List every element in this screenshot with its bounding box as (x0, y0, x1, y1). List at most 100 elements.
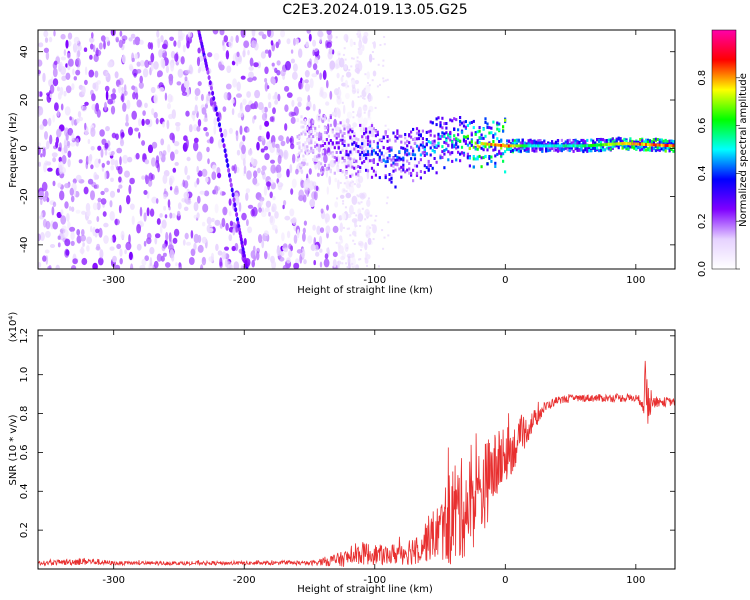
spectrogram-cell (517, 149, 520, 153)
spectrogram-cell (304, 141, 307, 145)
spectrogram-cell (351, 130, 354, 134)
spectrogram-cell (664, 143, 667, 147)
spectrogram-cell (39, 232, 45, 241)
spectrogram-cell (494, 145, 497, 149)
spectrogram-cell (58, 164, 63, 175)
spectrogram-cell (339, 222, 343, 233)
spectrogram-cell (300, 149, 303, 153)
spectrogram-cell (582, 150, 585, 154)
spectrogram-cell (125, 241, 132, 251)
spectrogram-cell (252, 177, 258, 185)
spectrogram-cell (464, 135, 467, 139)
spectrogram-cell (656, 146, 659, 150)
spectrogram-cell (646, 148, 650, 152)
spectrogram-cell (429, 153, 432, 157)
spectrogram-cell (183, 180, 189, 189)
spectrogram-cell (131, 110, 137, 120)
spectrogram-cell (385, 157, 387, 160)
spectrogram-cell (201, 256, 207, 266)
spectrogram-cell (643, 142, 646, 146)
spectrogram-cell (304, 122, 307, 126)
spectrogram-cell (376, 145, 379, 149)
spectrogram-cell (415, 174, 419, 177)
spectrogram-cell (320, 132, 323, 136)
spectrogram-cell (370, 175, 374, 179)
spectrogram-cell (568, 138, 571, 142)
spectrogram-cell (270, 255, 275, 264)
spectrogram-streak-cell (206, 69, 210, 75)
spectrogram-cell (302, 130, 305, 134)
spectrogram-cell (441, 116, 444, 120)
spectrogram-cell (185, 110, 190, 117)
spectrogram-cell (355, 159, 358, 163)
spectrogram-cell (498, 140, 501, 143)
spectrogram-cell (355, 225, 358, 227)
spectrogram-cell (374, 134, 377, 138)
spectrogram-cell (87, 155, 92, 165)
spectrogram-cell (123, 84, 127, 92)
spectrogram-cell (66, 213, 70, 222)
spectrogram-streak-cell (233, 202, 237, 208)
spectrogram-cell (668, 139, 671, 143)
spectrogram-cell (197, 119, 202, 127)
spectrogram-cell (40, 198, 43, 205)
spectrogram-cell (66, 52, 71, 59)
spectrogram-cell (378, 138, 381, 142)
snr-xtick-label: 100 (626, 575, 645, 586)
spectrogram-cell (472, 145, 475, 149)
spectrogram-cell (529, 138, 532, 142)
spectrogram-cell (464, 125, 467, 129)
spectrogram-cell (413, 157, 417, 161)
spectrogram-cell (49, 84, 55, 94)
spectrogram-cell (72, 43, 78, 53)
spectrogram-cell (151, 196, 158, 204)
spectrogram-cell (236, 93, 242, 98)
spectrogram-cell (261, 165, 267, 171)
spectrogram-cell (173, 141, 180, 147)
spectrogram-cell (151, 174, 155, 180)
spectrogram-cell (343, 159, 346, 163)
spectrogram-cell (292, 153, 296, 164)
spectrogram-cell (358, 258, 361, 261)
spectrogram-cell (326, 41, 332, 49)
spectrogram-cell (300, 115, 303, 119)
spectrogram-streak-cell (235, 212, 239, 218)
spectrogram-cell (219, 257, 223, 267)
spectrogram-cell (374, 173, 377, 177)
spectrogram-cell (494, 161, 497, 165)
spectrogram-cell (183, 79, 190, 89)
spectrogram-cell (283, 247, 289, 253)
spectrogram-cell (310, 149, 313, 153)
spectrogram-cell (134, 36, 141, 46)
spectrogram-cell (142, 68, 149, 78)
spectrogram-cell (352, 57, 355, 60)
spectrogram-cell (278, 135, 284, 142)
spectrogram-cell (355, 172, 358, 176)
spectrogram-cell (419, 176, 422, 180)
spectrogram-cell (468, 121, 471, 125)
spectrogram-cell (146, 232, 152, 240)
spectrogram-cell (184, 232, 189, 240)
figure-title: C2E3.2024.019.13.05.G25 (282, 2, 468, 18)
spectrogram-cell (212, 30, 219, 35)
spectrogram-cell (341, 156, 344, 160)
spectrogram-cell (213, 117, 218, 126)
spectrogram-cell (196, 165, 199, 174)
spectrogram-cell (378, 149, 381, 153)
spectrogram-cell (660, 147, 663, 151)
spectrogram-cell (515, 144, 518, 148)
spectrogram-cell (280, 251, 285, 257)
spectrogram-cell (480, 165, 483, 169)
spectrogram-cell (625, 142, 628, 146)
spectrogram-cell (359, 123, 362, 127)
spectrogram-cell (441, 131, 444, 135)
spectrogram-cell (363, 31, 369, 38)
spectrogram-cell (376, 153, 379, 157)
spectrogram-cell (139, 39, 144, 45)
spectrogram-cell (415, 127, 419, 131)
spectrogram-cell (355, 166, 358, 169)
spectrogram-cell (128, 184, 132, 195)
spectrogram-cell (374, 106, 377, 109)
spectrogram-cell (390, 174, 393, 178)
spectrogram-cell (376, 141, 379, 145)
